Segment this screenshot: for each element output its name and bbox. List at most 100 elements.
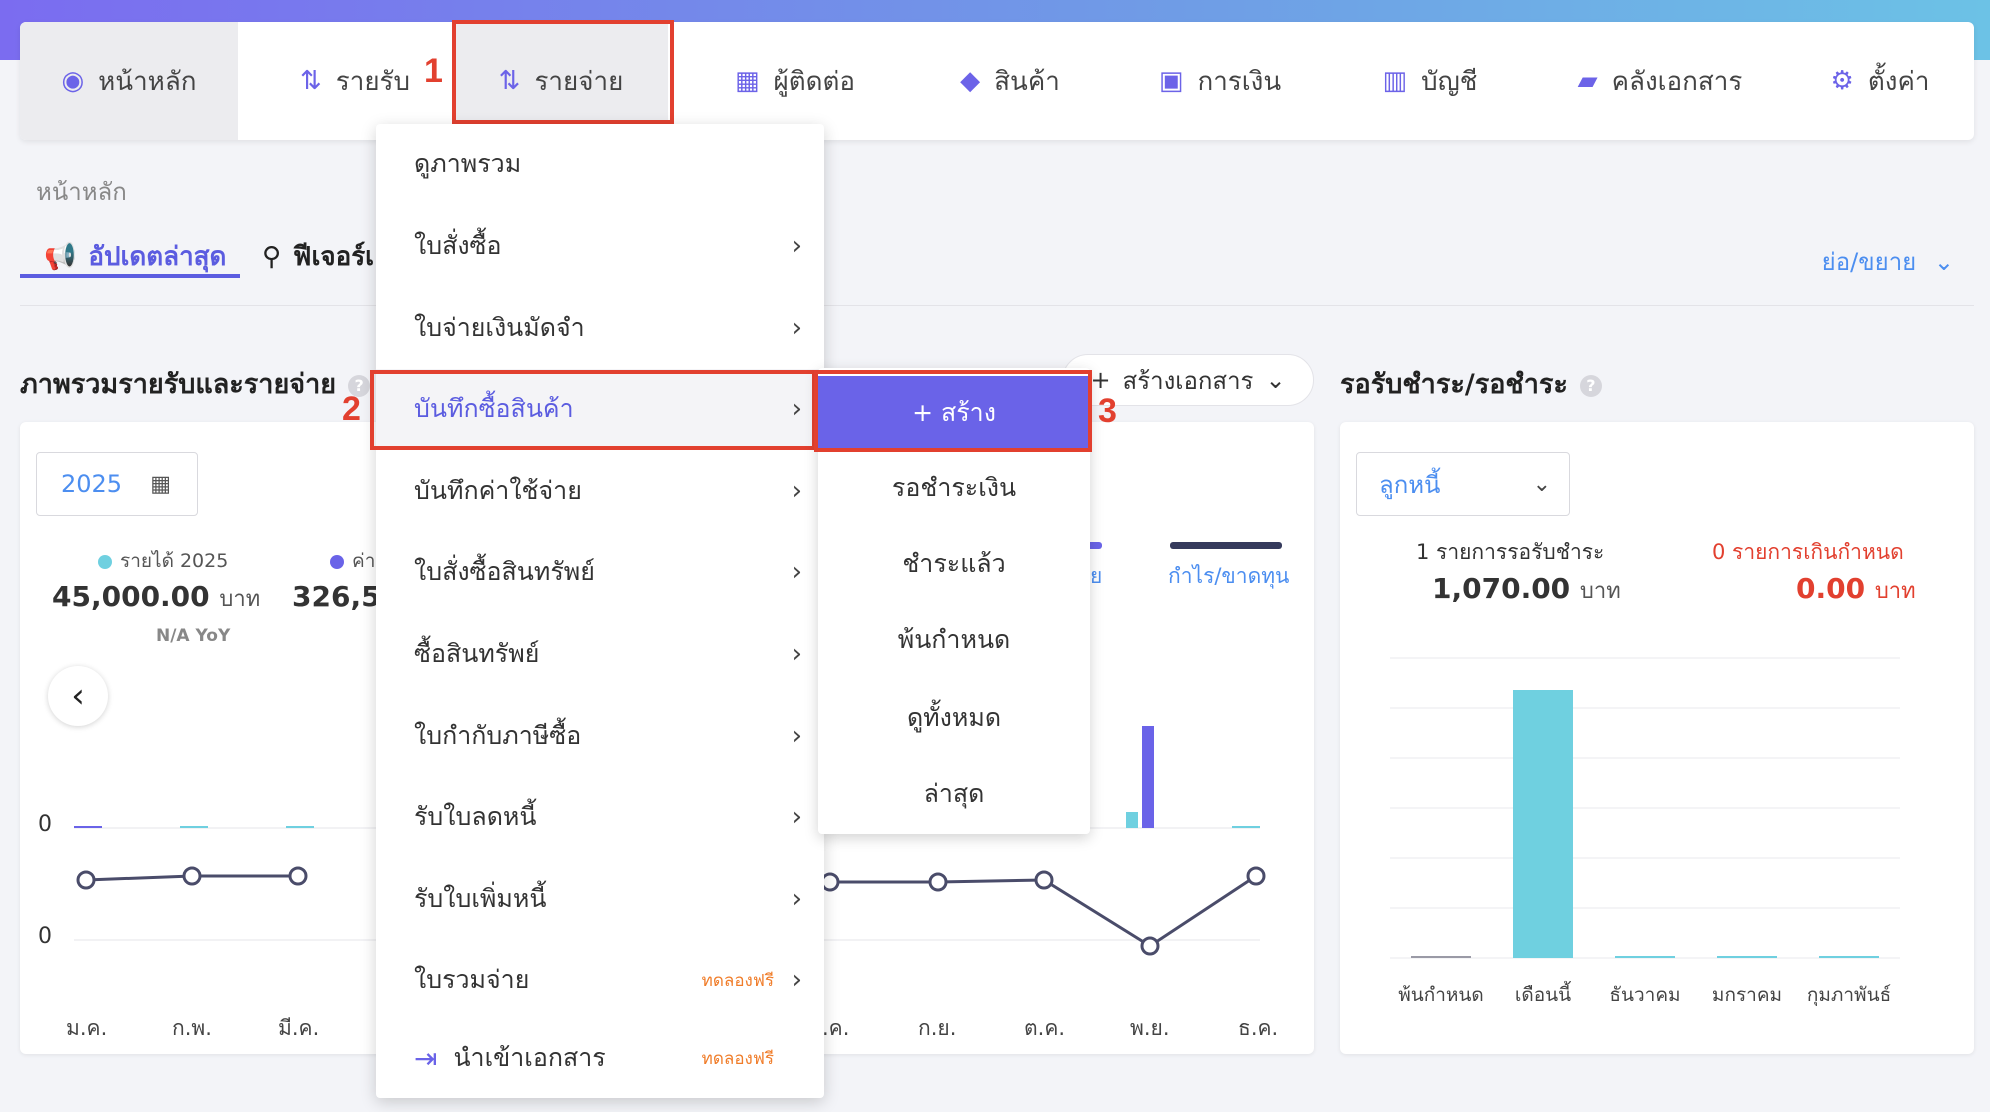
- step-number-1: 1: [424, 52, 443, 90]
- pending-amount: 1,070.00 บาท: [1432, 572, 1621, 605]
- menu-item-combined-payment[interactable]: ใบรวมจ่าย ทดลองฟรี ›: [414, 965, 802, 995]
- overdue-label: 0 รายการเกินกำหนด: [1712, 540, 1904, 564]
- menu-item-receive-debit-note[interactable]: รับใบเพิ่มหนี้ ›: [414, 884, 802, 914]
- profit-point-aug: [820, 872, 840, 892]
- menu-item-expense-record[interactable]: บันทึกค่าใช้จ่าย ›: [414, 476, 802, 506]
- chevron-right-icon: ›: [791, 884, 802, 914]
- receivable-bar-label: มกราคม: [1711, 984, 1783, 1006]
- tab-underline: [20, 274, 240, 278]
- chevron-right-icon: ›: [791, 231, 802, 261]
- income-bar-nov: [1126, 812, 1138, 828]
- submenu-overdue[interactable]: พ้นกำหนด: [897, 625, 1011, 654]
- nav-item-products[interactable]: ◆ สินค้า: [960, 66, 1060, 97]
- prev-arrow-button[interactable]: ‹: [48, 666, 108, 726]
- chevron-right-icon: ›: [791, 313, 802, 343]
- pending-label: 1 รายการรอรับชำระ: [1416, 540, 1605, 564]
- trial-badge: ทดลองฟรี: [701, 1048, 774, 1069]
- megaphone-icon: 📢: [44, 241, 77, 272]
- nav-item-documents[interactable]: ▰ คลังเอกสาร: [1577, 66, 1743, 97]
- import-icon: ⇥: [414, 1041, 438, 1075]
- expense-bar-nov: [1142, 726, 1154, 828]
- help-icon[interactable]: ?: [1579, 374, 1602, 397]
- folder-icon: ▰: [1577, 66, 1598, 96]
- menu-item-purchase-order[interactable]: ใบสั่งซื้อ ›: [414, 231, 802, 261]
- receivable-bar-label: ธันวาคม: [1609, 984, 1681, 1006]
- tab-latest-updates[interactable]: 📢 อัปเดตล่าสุด: [44, 241, 227, 273]
- chevron-right-icon: ›: [791, 557, 802, 587]
- y-axis-zero-top: 0: [38, 812, 52, 837]
- month-label-oct: ต.ค.: [1024, 1016, 1066, 1040]
- profit-point-dec: [1246, 866, 1266, 886]
- menu-item-purchase-record[interactable]: บันทึกซื้อสินค้า ›: [376, 369, 824, 449]
- submenu-paid[interactable]: ชำระแล้ว: [902, 549, 1006, 578]
- y-axis-zero-bottom: 0: [38, 924, 52, 949]
- menu-item-receive-credit-note[interactable]: รับใบลดหนี้ ›: [414, 802, 802, 832]
- search-icon: ⚲: [262, 241, 282, 272]
- profit-legend-line: [1170, 542, 1282, 549]
- yoy-label: N/A YoY: [156, 626, 231, 646]
- receivable-title: รอรับชำระ/รอชำระ?: [1340, 362, 1602, 405]
- income-legend: รายได้ 2025: [98, 546, 228, 576]
- submenu-latest[interactable]: ล่าสุด: [923, 779, 985, 808]
- divider: [20, 305, 1974, 306]
- menu-item-deposit-payment[interactable]: ใบจ่ายเงินมัดจำ ›: [414, 313, 802, 343]
- list-sort-icon: ⇅: [498, 66, 521, 96]
- expense-bar-jan: [74, 826, 102, 828]
- receivable-bar: [1819, 956, 1879, 958]
- chevron-down-icon: ⌄: [1532, 471, 1551, 497]
- chevron-down-icon: ⌄: [1265, 366, 1286, 394]
- receivable-bar-label: พ้นกำหนด: [1398, 984, 1484, 1006]
- step-number-2: 2: [342, 390, 361, 428]
- expense-legend-line: [1080, 542, 1102, 549]
- submenu-create-button[interactable]: + สร้าง: [818, 376, 1090, 450]
- calendar-icon: ▦: [150, 471, 171, 497]
- income-dot: [98, 554, 112, 569]
- menu-item-asset-purchase-order[interactable]: ใบสั่งซื้อสินทรัพย์ ›: [414, 557, 802, 587]
- nav-item-income[interactable]: ⇅ รายรับ: [299, 66, 411, 97]
- year-picker[interactable]: 2025 ▦: [36, 452, 198, 516]
- receivable-chart: [1390, 657, 1900, 959]
- nav-item-settings[interactable]: ⚙ ตั้งค่า: [1830, 66, 1930, 97]
- nav-item-accounting[interactable]: ▥ บัญชี: [1382, 66, 1478, 97]
- submenu-awaiting-payment[interactable]: รอชำระเงิน: [891, 473, 1017, 502]
- submenu-view-all[interactable]: ดูทั้งหมด: [906, 703, 1002, 732]
- month-label-nov: พ.ย.: [1130, 1016, 1170, 1040]
- income-amount: 45,000.00 บาท: [52, 580, 261, 613]
- main-nav: ◉ หน้าหลัก ⇅ รายรับ ⇅ รายจ่าย ▦ ผู้ติดต่…: [20, 22, 1974, 140]
- month-label-dec: ธ.ค.: [1238, 1016, 1279, 1040]
- create-document-button[interactable]: + สร้างเอกสาร ⌄: [1062, 354, 1314, 406]
- month-label-feb: ก.พ.: [172, 1016, 212, 1040]
- menu-item-overview[interactable]: ดูภาพรวม: [414, 149, 522, 178]
- box-icon: ◆: [960, 66, 981, 96]
- menu-item-import-documents[interactable]: ⇥ นำเข้าเอกสาร ทดลองฟรี: [414, 1041, 774, 1075]
- chevron-right-icon: ›: [791, 639, 802, 669]
- breadcrumb: หน้าหลัก: [36, 178, 127, 206]
- expense-legend-right: ย: [1090, 564, 1103, 588]
- expand-collapse-toggle[interactable]: ย่อ/ขยาย ⌄: [1821, 248, 1954, 276]
- nav-item-finance[interactable]: ▣ การเงิน: [1158, 66, 1282, 97]
- trial-badge: ทดลองฟรี: [701, 970, 774, 991]
- list-sort-icon: ⇅: [299, 66, 322, 96]
- chevron-right-icon: ›: [791, 802, 802, 832]
- building-icon: ▦: [734, 66, 760, 96]
- purchase-record-submenu: + สร้าง รอชำระเงิน ชำระแล้ว พ้นกำหนด ดูท…: [818, 368, 1090, 834]
- receivable-card: [1340, 422, 1974, 1054]
- menu-item-buy-asset[interactable]: ซื้อสินทรัพย์ ›: [414, 639, 802, 669]
- profit-point-jan: [76, 870, 96, 890]
- month-label-sep: ก.ย.: [918, 1016, 957, 1040]
- nav-item-home[interactable]: ◉ หน้าหลัก: [20, 22, 238, 140]
- receivable-bar: [1411, 956, 1471, 958]
- nav-item-contacts[interactable]: ▦ ผู้ติดต่อ: [734, 66, 856, 97]
- profit-point-sep: [928, 872, 948, 892]
- dashboard-icon: ◉: [61, 66, 85, 96]
- receivable-bar: [1717, 956, 1777, 958]
- plus-icon: +: [1090, 366, 1111, 394]
- chevron-right-icon: ›: [791, 476, 802, 506]
- month-label-aug: .ค.: [822, 1016, 850, 1040]
- receivable-filter-select[interactable]: ลูกหนี้ ⌄: [1356, 452, 1570, 516]
- help-icon[interactable]: ?: [348, 374, 371, 397]
- menu-item-purchase-tax-invoice[interactable]: ใบกำกับภาษีซื้อ ›: [414, 721, 802, 751]
- receivable-bar-label: กุมภาพันธ์: [1806, 984, 1892, 1006]
- gear-icon: ⚙: [1830, 66, 1854, 96]
- tab-features[interactable]: ⚲ ฟีเจอร์เ: [262, 241, 375, 273]
